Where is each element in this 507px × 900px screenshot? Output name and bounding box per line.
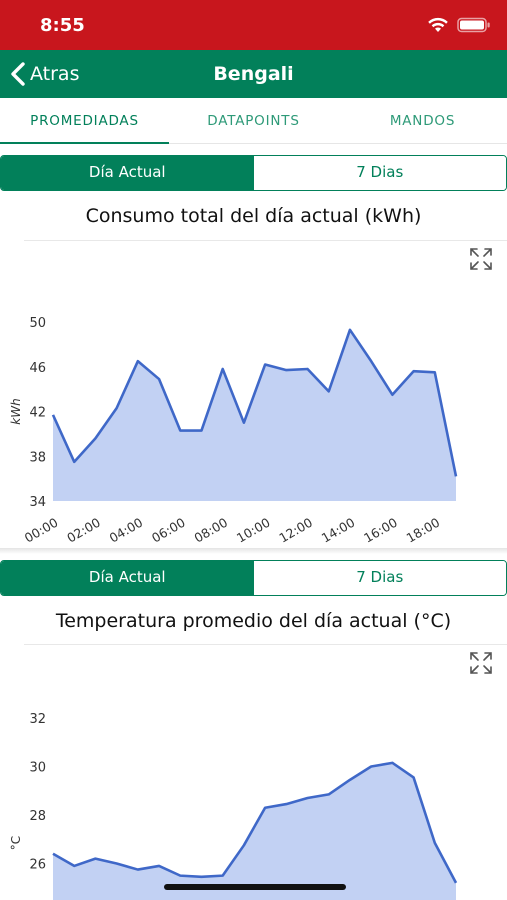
- y-tick-label: 30: [29, 761, 46, 776]
- page-title: Bengali: [213, 63, 294, 85]
- battery-icon: [457, 17, 490, 33]
- series-area: [53, 329, 456, 501]
- y-tick-label: 34: [29, 495, 46, 510]
- y-tick-label: 26: [29, 858, 46, 873]
- y-tick-label: 50: [29, 316, 46, 331]
- y-tick-label: 38: [29, 450, 46, 465]
- tab-mandos[interactable]: MANDOS: [389, 113, 456, 129]
- segment-dia-actual-button[interactable]: Día Actual: [1, 156, 254, 190]
- divider: [24, 240, 507, 241]
- wifi-icon: [428, 17, 448, 32]
- segment-dia-actual-button[interactable]: Día Actual: [1, 561, 254, 595]
- x-tick-label: 18:00: [404, 515, 443, 546]
- y-axis-label: kWh: [9, 398, 23, 424]
- series-area: [53, 762, 456, 900]
- tab-datapoints[interactable]: DATAPOINTS: [207, 113, 300, 129]
- nav-bar: Atras Bengali: [0, 50, 507, 98]
- chevron-left-icon: [11, 62, 25, 86]
- y-tick-label: 28: [29, 809, 46, 824]
- series-line: [52, 761, 458, 884]
- back-button[interactable]: Atras: [10, 58, 79, 90]
- chart-title-temperatura: Temperatura promedio del día actual (°C): [55, 610, 452, 632]
- segment-7-dias-button[interactable]: 7 Dias: [253, 156, 506, 190]
- status-time: 8:55: [40, 15, 85, 36]
- status-bar: 8:55: [0, 0, 507, 50]
- x-tick-label: 14:00: [319, 515, 358, 546]
- tab-bar: PROMEDIADAS DATAPOINTS MANDOS: [0, 98, 507, 144]
- back-label: Atras: [30, 63, 80, 85]
- x-tick-label: 00:00: [22, 515, 61, 546]
- period-segment-consumo: Día Actual 7 Dias: [0, 155, 507, 191]
- x-tick-label: 02:00: [64, 515, 103, 546]
- divider: [24, 644, 507, 645]
- segment-7-dias-button[interactable]: 7 Dias: [253, 561, 506, 595]
- consumo-chart: 34 38 42 46 50 kWh 00:00 02:00 04:00 06:00 08:00 10…: [9, 316, 458, 546]
- x-tick-label: 04:00: [107, 515, 146, 546]
- y-tick-label: 42: [29, 406, 46, 421]
- x-tick-label: 10:00: [234, 515, 273, 546]
- status-icons: [427, 14, 491, 36]
- x-tick-label: 16:00: [361, 515, 400, 546]
- x-tick-label: 12:00: [276, 515, 315, 546]
- y-tick-label: 32: [29, 712, 46, 727]
- series-line: [51, 328, 458, 477]
- expand-icon[interactable]: [469, 247, 493, 271]
- period-segment-temperatura: Día Actual 7 Dias: [0, 560, 507, 596]
- chart-title-consumo: Consumo total del día actual (kWh): [85, 205, 422, 227]
- tab-promediadas[interactable]: PROMEDIADAS: [0, 98, 169, 144]
- y-axis-label: °C: [9, 836, 23, 850]
- temperatura-chart: 26 28 30 32 °C: [9, 712, 458, 900]
- expand-icon[interactable]: [469, 651, 493, 675]
- x-tick-label: 08:00: [191, 515, 230, 546]
- card-separator: [0, 548, 507, 554]
- x-tick-label: 06:00: [149, 515, 188, 546]
- y-tick-label: 46: [29, 361, 46, 376]
- home-indicator: [164, 884, 346, 890]
